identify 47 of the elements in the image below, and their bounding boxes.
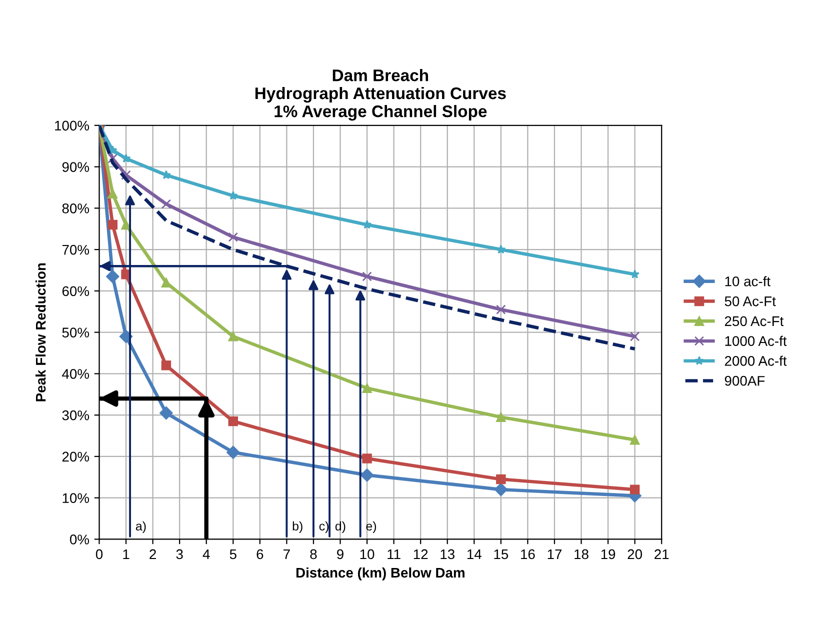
chart-title: Dam Breach Hydrograph Attenuation Curves 1% Average Channel Slope [255, 69, 506, 121]
x-tick-label: 19 [601, 549, 616, 560]
x-tick-label: 18 [574, 549, 588, 560]
y-tick-label: 90% [62, 162, 90, 172]
x-tick-label: 21 [654, 549, 669, 560]
annotation: c) [319, 521, 328, 534]
x-tick-label: 3 [176, 549, 183, 560]
y-tick-label: 0% [70, 534, 90, 544]
x-tick-label: 13 [440, 549, 454, 560]
annotation: e) [366, 521, 376, 534]
x-tick-label: 16 [521, 549, 535, 560]
x-tick-label: 10 [360, 549, 374, 560]
x-tick-label: 9 [337, 549, 344, 560]
x-tick-label: 11 [388, 549, 400, 560]
x-tick-label: 14 [467, 549, 482, 560]
x-tick-label: 5 [230, 549, 236, 560]
x-tick-label: 8 [310, 549, 317, 560]
annotation: a) [136, 521, 146, 534]
x-tick-label: 15 [494, 549, 508, 560]
y-tick-label: 20% [62, 452, 90, 462]
y-tick-label: 10% [62, 493, 90, 504]
legend-label: 900AF [724, 376, 765, 386]
x-tick-label: 6 [256, 549, 264, 560]
legend-label: 10 ac-ft [725, 276, 770, 286]
annotation: d) [335, 521, 346, 534]
legend-label: 1000 Ac-ft [725, 336, 787, 346]
x-tick-label: 7 [284, 549, 290, 560]
x-tick-label: 2 [150, 549, 156, 560]
x-tick-label: 17 [548, 549, 562, 560]
x-axis-title: Distance (km) Below Dam [296, 567, 464, 580]
y-tick-label: 50% [62, 328, 90, 338]
x-tick-label: 12 [414, 549, 428, 560]
x-tick-label: 4 [202, 549, 210, 560]
y-tick-label: 80% [62, 204, 90, 214]
legend-label: 2000 Ac-ft [724, 356, 787, 366]
x-tick-label: 20 [628, 549, 642, 560]
y-tick-label: 30% [62, 410, 90, 420]
y-tick-label: 70% [62, 244, 90, 255]
annotation: b) [292, 521, 302, 534]
y-tick-label: 40% [62, 369, 90, 379]
y-tick-label: 100% [55, 120, 90, 131]
y-axis-title: Peak Flow Reduction [35, 263, 46, 402]
legend-label: 50 Ac-Ft [724, 296, 776, 306]
legend-label: 250 Ac-Ft [724, 316, 784, 326]
x-tick-label: 1 [123, 549, 130, 560]
y-tick-label: 60% [62, 286, 90, 296]
x-tick-label: 0 [96, 549, 103, 560]
